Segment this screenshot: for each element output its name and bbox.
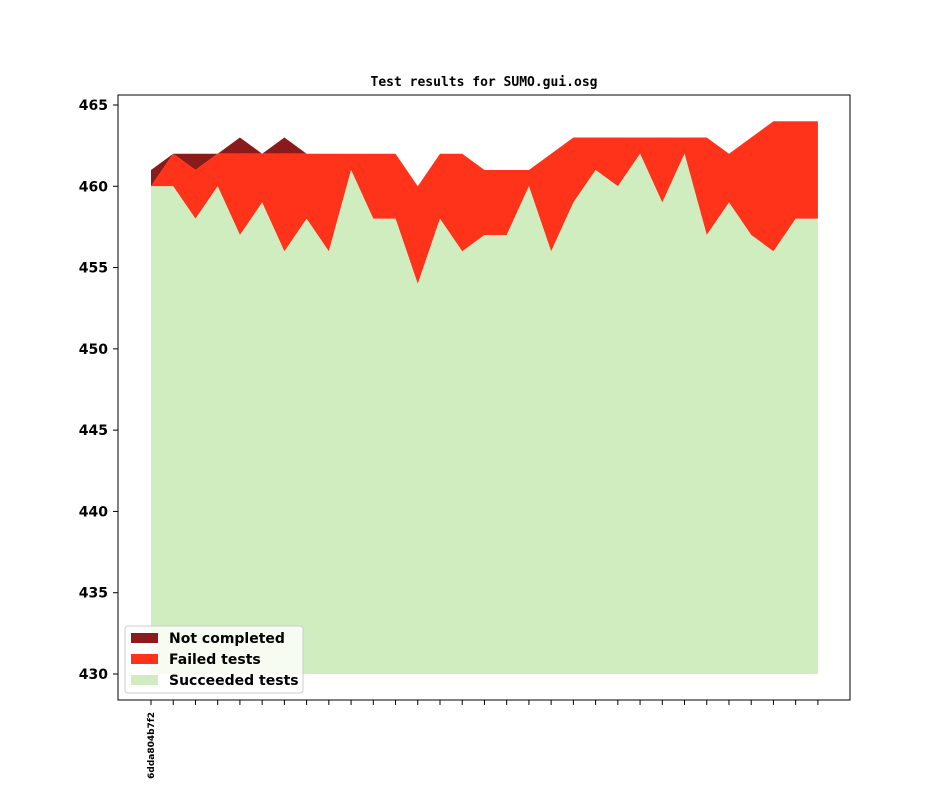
legend-label: Succeeded tests: [169, 673, 299, 689]
y-axis: 430 435 440 445 450 455 460 465: [79, 98, 118, 683]
legend-swatch: [131, 633, 158, 643]
y-tick-label: 460: [79, 179, 108, 195]
y-tick-label: 455: [79, 261, 108, 277]
y-tick-label: 435: [79, 586, 108, 602]
x-axis: 6dda804b7f2: [147, 700, 819, 779]
area-succeeded-tests: [151, 153, 818, 674]
y-tick-label: 440: [79, 504, 108, 520]
chart-title: Test results for SUMO.gui.osg: [371, 75, 598, 90]
y-tick-label: 445: [79, 423, 108, 439]
y-tick-label: 450: [79, 342, 108, 358]
x-tick-label: 6dda804b7f2: [147, 712, 157, 779]
y-tick-label: 465: [79, 98, 108, 114]
area-failed-tests: [151, 121, 818, 284]
legend-swatch: [131, 675, 158, 685]
legend-label: Not completed: [169, 631, 285, 647]
legend-swatch: [131, 654, 158, 664]
area-layers: [151, 121, 818, 674]
legend: Not completed Failed tests Succeeded tests: [124, 625, 304, 694]
legend-label: Failed tests: [169, 652, 261, 668]
legend-box: [124, 625, 304, 694]
y-tick-label: 430: [79, 667, 108, 683]
